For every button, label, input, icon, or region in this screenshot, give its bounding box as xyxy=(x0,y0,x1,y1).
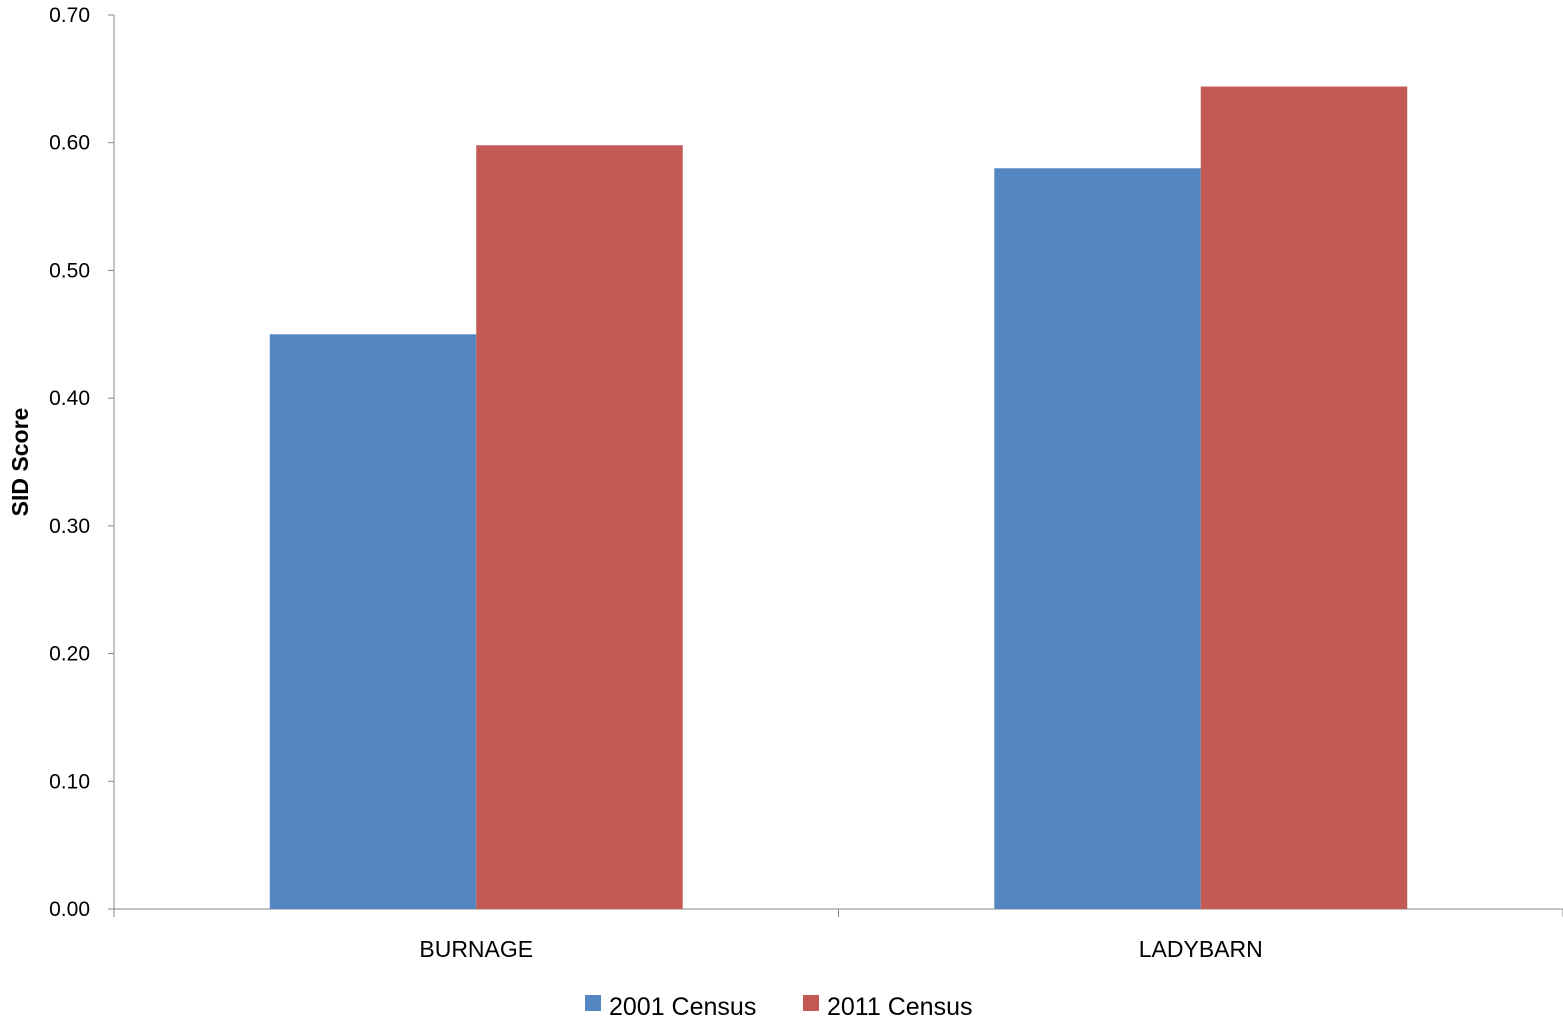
x-category-label: LADYBARN xyxy=(1139,936,1263,962)
plot-area: 0.00 0.10 0.20 0.30 0.40 0.50 0.60 0.70 BURNAGE L… xyxy=(49,4,1563,962)
bar-2001-census-ladybarn xyxy=(994,168,1201,909)
y-tick-label: 0.10 xyxy=(49,770,90,793)
legend-label: 2001 Census xyxy=(609,993,756,1021)
legend-swatch xyxy=(585,995,601,1011)
y-tick-label: 0.40 xyxy=(49,387,90,410)
y-axis-title: SID Score xyxy=(7,408,33,517)
legend: 2001 Census 2011 Census xyxy=(585,993,972,1021)
y-tick-label: 0.20 xyxy=(49,643,90,666)
y-tick-label: 0.00 xyxy=(49,898,90,921)
bar-2011-census-ladybarn xyxy=(1200,86,1408,909)
y-tick-label: 0.30 xyxy=(49,515,90,538)
y-tick-label: 0.70 xyxy=(49,4,90,27)
bar-2011-census-burnage xyxy=(476,145,683,910)
y-tick-label: 0.60 xyxy=(49,132,90,155)
x-category-label: BURNAGE xyxy=(419,936,533,962)
legend-label: 2011 Census xyxy=(827,993,972,1021)
bar-2001-census-burnage xyxy=(269,334,477,909)
legend-swatch xyxy=(803,995,819,1011)
y-tick-label: 0.50 xyxy=(49,259,90,282)
